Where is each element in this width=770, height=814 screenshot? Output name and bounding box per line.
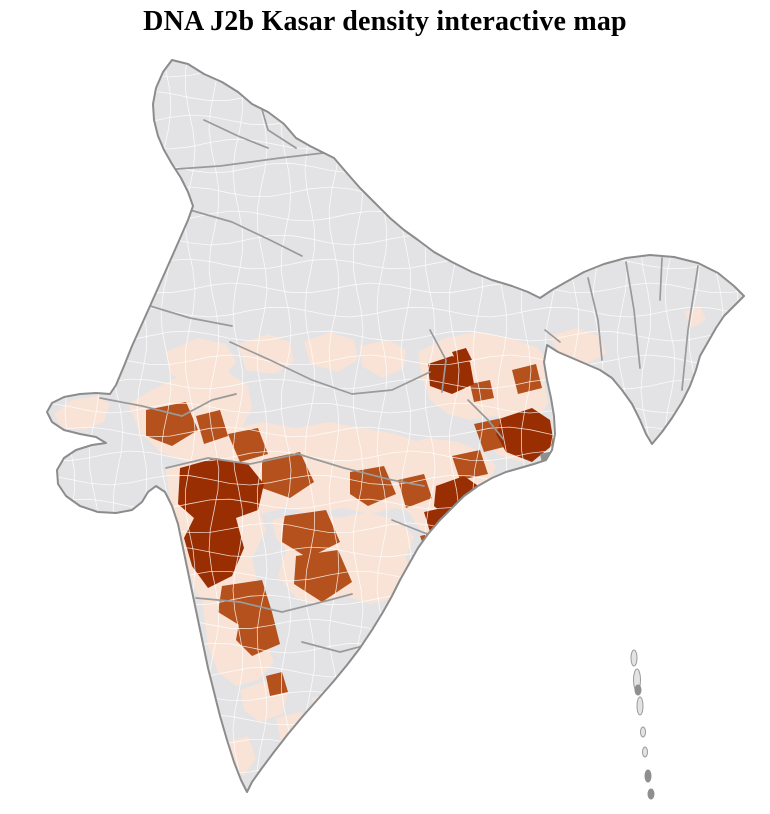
district-region[interactable] — [236, 612, 280, 656]
district-border-line — [47, 738, 744, 750]
district-border-line — [568, 60, 580, 771]
district-border-line — [47, 186, 744, 198]
district-region[interactable] — [54, 396, 110, 430]
island[interactable] — [642, 746, 648, 758]
district-region[interactable] — [470, 380, 494, 402]
district-region[interactable] — [496, 408, 554, 462]
district-border-line — [47, 354, 744, 366]
district-region[interactable] — [428, 356, 474, 394]
district-border-line — [688, 60, 700, 771]
district-border-line — [616, 60, 628, 771]
district-region[interactable] — [360, 340, 406, 378]
district-region[interactable] — [196, 410, 228, 444]
island[interactable] — [640, 726, 646, 738]
district-border-line — [47, 114, 744, 126]
district-region[interactable] — [418, 332, 548, 422]
district-region[interactable] — [512, 364, 542, 394]
district-border-line — [47, 618, 744, 630]
district-border-line — [47, 378, 744, 390]
island[interactable] — [636, 696, 644, 716]
district-border-line — [280, 60, 292, 771]
district-border-line — [47, 306, 744, 318]
district-region[interactable] — [262, 452, 314, 498]
district-region[interactable] — [556, 362, 588, 392]
island[interactable] — [630, 649, 638, 667]
district-border-line — [736, 60, 744, 771]
district-border-line — [47, 786, 744, 792]
district-region[interactable] — [282, 510, 340, 558]
high-density-regions[interactable] — [178, 348, 554, 588]
district-border-line — [208, 60, 220, 771]
district-border-line — [712, 60, 724, 771]
page-title: DNA J2b Kasar density interactive map — [143, 6, 627, 37]
district-region[interactable] — [146, 402, 198, 446]
district-border-line — [47, 138, 744, 150]
district-border-line — [47, 642, 744, 654]
island[interactable] — [644, 769, 652, 783]
district-region[interactable] — [304, 332, 358, 372]
district-border-line — [47, 210, 744, 222]
district-border-line — [47, 162, 744, 174]
district-border-line — [232, 60, 244, 771]
island[interactable] — [647, 788, 655, 800]
district-border-line — [47, 60, 52, 771]
district-border-line — [47, 90, 744, 102]
district-border-line — [256, 60, 268, 771]
island[interactable] — [634, 684, 642, 696]
district-border-line — [47, 690, 744, 702]
district-border-line — [47, 666, 744, 678]
island-chain[interactable] — [630, 649, 655, 800]
district-region[interactable] — [178, 458, 264, 588]
district-border-line — [47, 330, 744, 342]
india-outline — [46, 59, 745, 793]
district-border-line — [304, 60, 316, 771]
district-border-line — [47, 594, 744, 606]
district-border-line — [47, 66, 744, 78]
district-border-line — [47, 762, 744, 774]
district-region[interactable] — [228, 428, 268, 462]
district-border-line — [47, 402, 744, 414]
state-boundaries — [99, 95, 699, 653]
district-region[interactable] — [350, 466, 396, 506]
district-region[interactable] — [266, 672, 288, 696]
district-region[interactable] — [452, 450, 488, 480]
district-border-line — [47, 714, 744, 726]
district-border-line — [592, 60, 604, 771]
